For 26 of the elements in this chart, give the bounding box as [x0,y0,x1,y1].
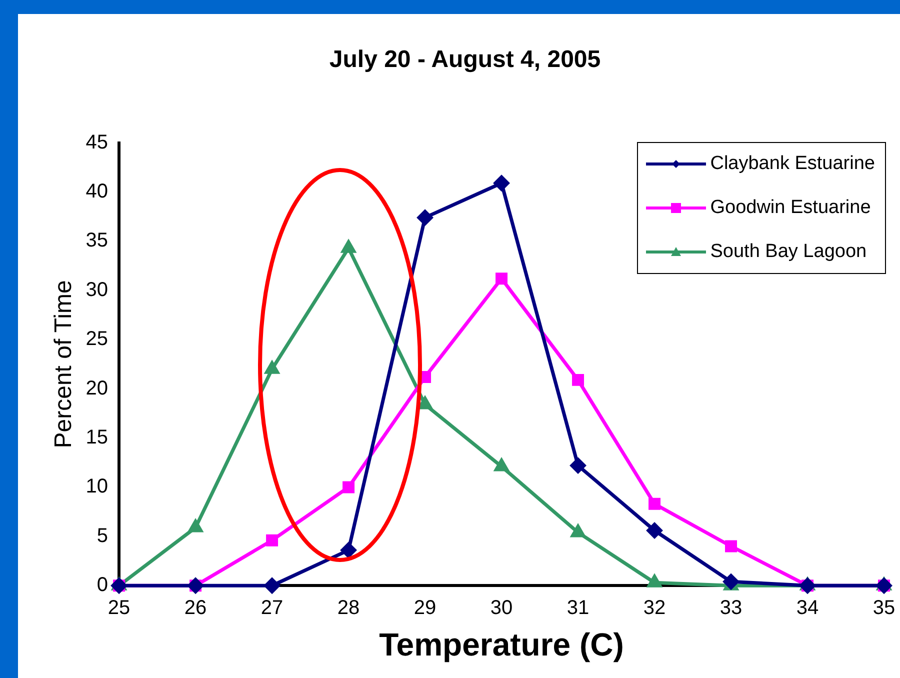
x-tick-label: 32 [643,597,666,620]
y-tick-label: 5 [96,524,108,547]
legend-label: Goodwin Estuarine [710,197,871,219]
x-tick-label: 29 [414,597,436,620]
y-tick-label: 35 [86,230,108,252]
y-tick-label: 15 [86,426,108,449]
y-tick-label: 40 [86,180,108,203]
x-axis-title: Temperature (C) [379,626,624,663]
y-tick-label: 45 [86,131,108,154]
y-tick-label: 0 [96,574,108,596]
legend-label: South Bay Lagoon [710,241,867,263]
x-tick-label: 27 [260,597,284,620]
y-tick-label: 20 [86,377,108,400]
x-tick-label: 26 [184,597,207,620]
x-tick-label: 33 [720,597,742,620]
y-tick-label: 10 [86,476,108,498]
x-tick-label: 31 [566,597,590,620]
x-tick-label: 35 [872,597,896,620]
x-tick-label: 28 [337,597,360,620]
y-axis-title: Percent of Time [50,280,78,448]
y-tick-label: 25 [86,328,108,350]
legend-label: Claybank Estuarine [710,153,875,175]
x-tick-label: 30 [490,597,513,620]
y-tick-label: 30 [86,278,108,301]
x-tick-label: 34 [796,597,819,620]
chart-title: July 20 - August 4, 2005 [329,46,601,74]
